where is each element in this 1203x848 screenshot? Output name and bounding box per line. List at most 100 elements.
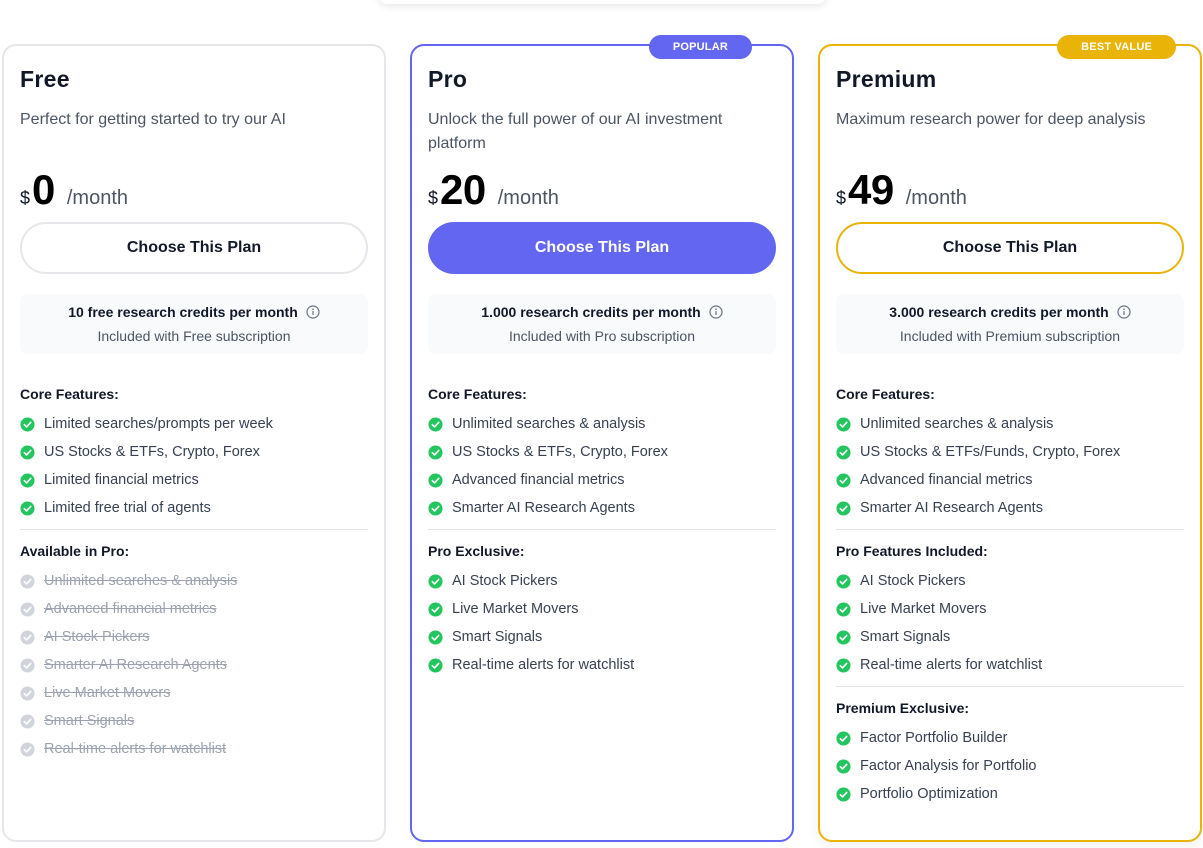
- currency: $: [20, 188, 31, 208]
- check-circle-icon: [836, 758, 851, 774]
- feature-text: AI Stock Pickers: [44, 629, 150, 645]
- feature-text: Smarter AI Research Agents: [44, 657, 227, 673]
- feature-item: Smarter AI Research Agents: [20, 651, 368, 679]
- check-circle-icon: [836, 730, 851, 746]
- available-in-pro-title: Available in Pro:: [20, 543, 130, 559]
- feature-text: Advanced financial metrics: [860, 472, 1033, 488]
- check-circle-icon: [428, 573, 443, 589]
- feature-item: Real-time alerts for watchlist: [836, 651, 1184, 679]
- price-amount: 0: [32, 166, 55, 213]
- core-feature-list: Unlimited searches & analysis US Stocks &…: [428, 410, 776, 522]
- feature-item: Factor Analysis for Portfolio: [836, 752, 1184, 780]
- pro-exclusive-list: AI Stock Pickers Live Market Movers Smart …: [428, 567, 776, 679]
- feature-text: Factor Analysis for Portfolio: [860, 758, 1037, 774]
- credits-title: 10 free research credits per month: [68, 304, 320, 320]
- divider: [428, 529, 776, 530]
- info-icon[interactable]: [1117, 305, 1131, 319]
- price: $ 0 /month: [20, 166, 128, 214]
- feature-item: AI Stock Pickers: [20, 623, 368, 651]
- core-features-title: Core Features:: [428, 386, 527, 402]
- feature-text: AI Stock Pickers: [860, 573, 966, 589]
- feature-item: Real-time alerts for watchlist: [428, 651, 776, 679]
- feature-text: Real-time alerts for watchlist: [452, 657, 635, 673]
- plan-name: Free: [20, 66, 70, 92]
- info-icon[interactable]: [306, 305, 320, 319]
- feature-item: Real-time alerts for watchlist: [20, 735, 368, 763]
- feature-item: Unlimited searches & analysis: [836, 410, 1184, 438]
- choose-plan-button[interactable]: Choose This Plan: [836, 222, 1184, 274]
- feature-item: Advanced financial metrics: [428, 466, 776, 494]
- credits-box: 3.000 research credits per month Include…: [836, 294, 1184, 354]
- feature-item: Advanced financial metrics: [20, 595, 368, 623]
- feature-item: Unlimited searches & analysis: [20, 567, 368, 595]
- plan-card-free: Free Perfect for getting started to try …: [2, 44, 386, 842]
- check-circle-icon: [428, 416, 443, 432]
- feature-item: Limited free trial of agents: [20, 494, 368, 522]
- pro-features-included-list: AI Stock Pickers Live Market Movers Smart …: [836, 567, 1184, 679]
- feature-item: Factor Portfolio Builder: [836, 724, 1184, 752]
- feature-text: Unlimited searches & analysis: [44, 573, 238, 589]
- feature-text: Advanced financial metrics: [452, 472, 625, 488]
- choose-plan-button[interactable]: Choose This Plan: [428, 222, 776, 274]
- check-circle-icon: [20, 741, 35, 757]
- core-feature-list: Limited searches/prompts per week US Stoc…: [20, 410, 368, 522]
- feature-text: Real-time alerts for watchlist: [44, 741, 227, 757]
- premium-exclusive-title: Premium Exclusive:: [836, 700, 970, 716]
- top-bar-edge: [378, 0, 826, 4]
- check-circle-icon: [428, 601, 443, 617]
- feature-item: Smarter AI Research Agents: [428, 494, 776, 522]
- feature-text: Portfolio Optimization: [860, 786, 998, 802]
- best-value-badge: BEST VALUE: [1057, 35, 1176, 59]
- check-circle-icon: [836, 472, 851, 488]
- credits-title: 1.000 research credits per month: [481, 304, 723, 320]
- divider: [836, 529, 1184, 530]
- feature-item: Portfolio Optimization: [836, 780, 1184, 808]
- credits-title-text: 10 free research credits per month: [68, 304, 298, 320]
- price-period: /month: [66, 187, 129, 209]
- divider: [20, 529, 368, 530]
- divider: [836, 686, 1184, 687]
- credits-title-text: 1.000 research credits per month: [481, 304, 701, 320]
- check-circle-icon: [20, 472, 35, 488]
- feature-text: US Stocks & ETFs, Crypto, Forex: [452, 444, 668, 460]
- info-icon[interactable]: [709, 305, 723, 319]
- check-circle-icon: [428, 472, 443, 488]
- check-circle-icon: [428, 657, 443, 673]
- feature-item: Limited financial metrics: [20, 466, 368, 494]
- feature-text: Factor Portfolio Builder: [860, 730, 1008, 746]
- price-amount: 49: [848, 166, 894, 213]
- price-period: /month: [497, 187, 559, 209]
- feature-item: Live Market Movers: [428, 595, 776, 623]
- plan-card-premium: BEST VALUE Premium Maximum research powe…: [818, 35, 1202, 842]
- check-circle-icon: [20, 713, 35, 729]
- core-features-title: Core Features:: [836, 386, 935, 402]
- check-circle-icon: [836, 573, 851, 589]
- check-circle-icon: [20, 685, 35, 701]
- feature-text: Limited financial metrics: [44, 472, 199, 488]
- feature-item: US Stocks & ETFs, Crypto, Forex: [20, 438, 368, 466]
- feature-item: Live Market Movers: [20, 679, 368, 707]
- feature-text: Real-time alerts for watchlist: [860, 657, 1043, 673]
- check-circle-icon: [836, 601, 851, 617]
- check-circle-icon: [836, 786, 851, 802]
- credits-title: 3.000 research credits per month: [889, 304, 1131, 320]
- currency: $: [836, 188, 847, 208]
- feature-item: US Stocks & ETFs, Crypto, Forex: [428, 438, 776, 466]
- price: $ 49 /month: [836, 166, 967, 214]
- check-circle-icon: [20, 601, 35, 617]
- core-features-title: Core Features:: [20, 386, 119, 402]
- popular-badge: POPULAR: [648, 35, 752, 59]
- pro-features-included-title: Pro Features Included:: [836, 543, 988, 559]
- feature-text: Limited free trial of agents: [44, 500, 211, 516]
- feature-item: AI Stock Pickers: [428, 567, 776, 595]
- feature-item: Smarter AI Research Agents: [836, 494, 1184, 522]
- currency: $: [428, 188, 439, 208]
- feature-text: Smart Signals: [44, 713, 135, 729]
- feature-text: Live Market Movers: [860, 601, 987, 617]
- feature-item: AI Stock Pickers: [836, 567, 1184, 595]
- feature-text: AI Stock Pickers: [452, 573, 558, 589]
- choose-plan-button[interactable]: Choose This Plan: [20, 222, 368, 274]
- plan-name: Premium: [836, 66, 937, 92]
- check-circle-icon: [428, 629, 443, 645]
- check-circle-icon: [20, 629, 35, 645]
